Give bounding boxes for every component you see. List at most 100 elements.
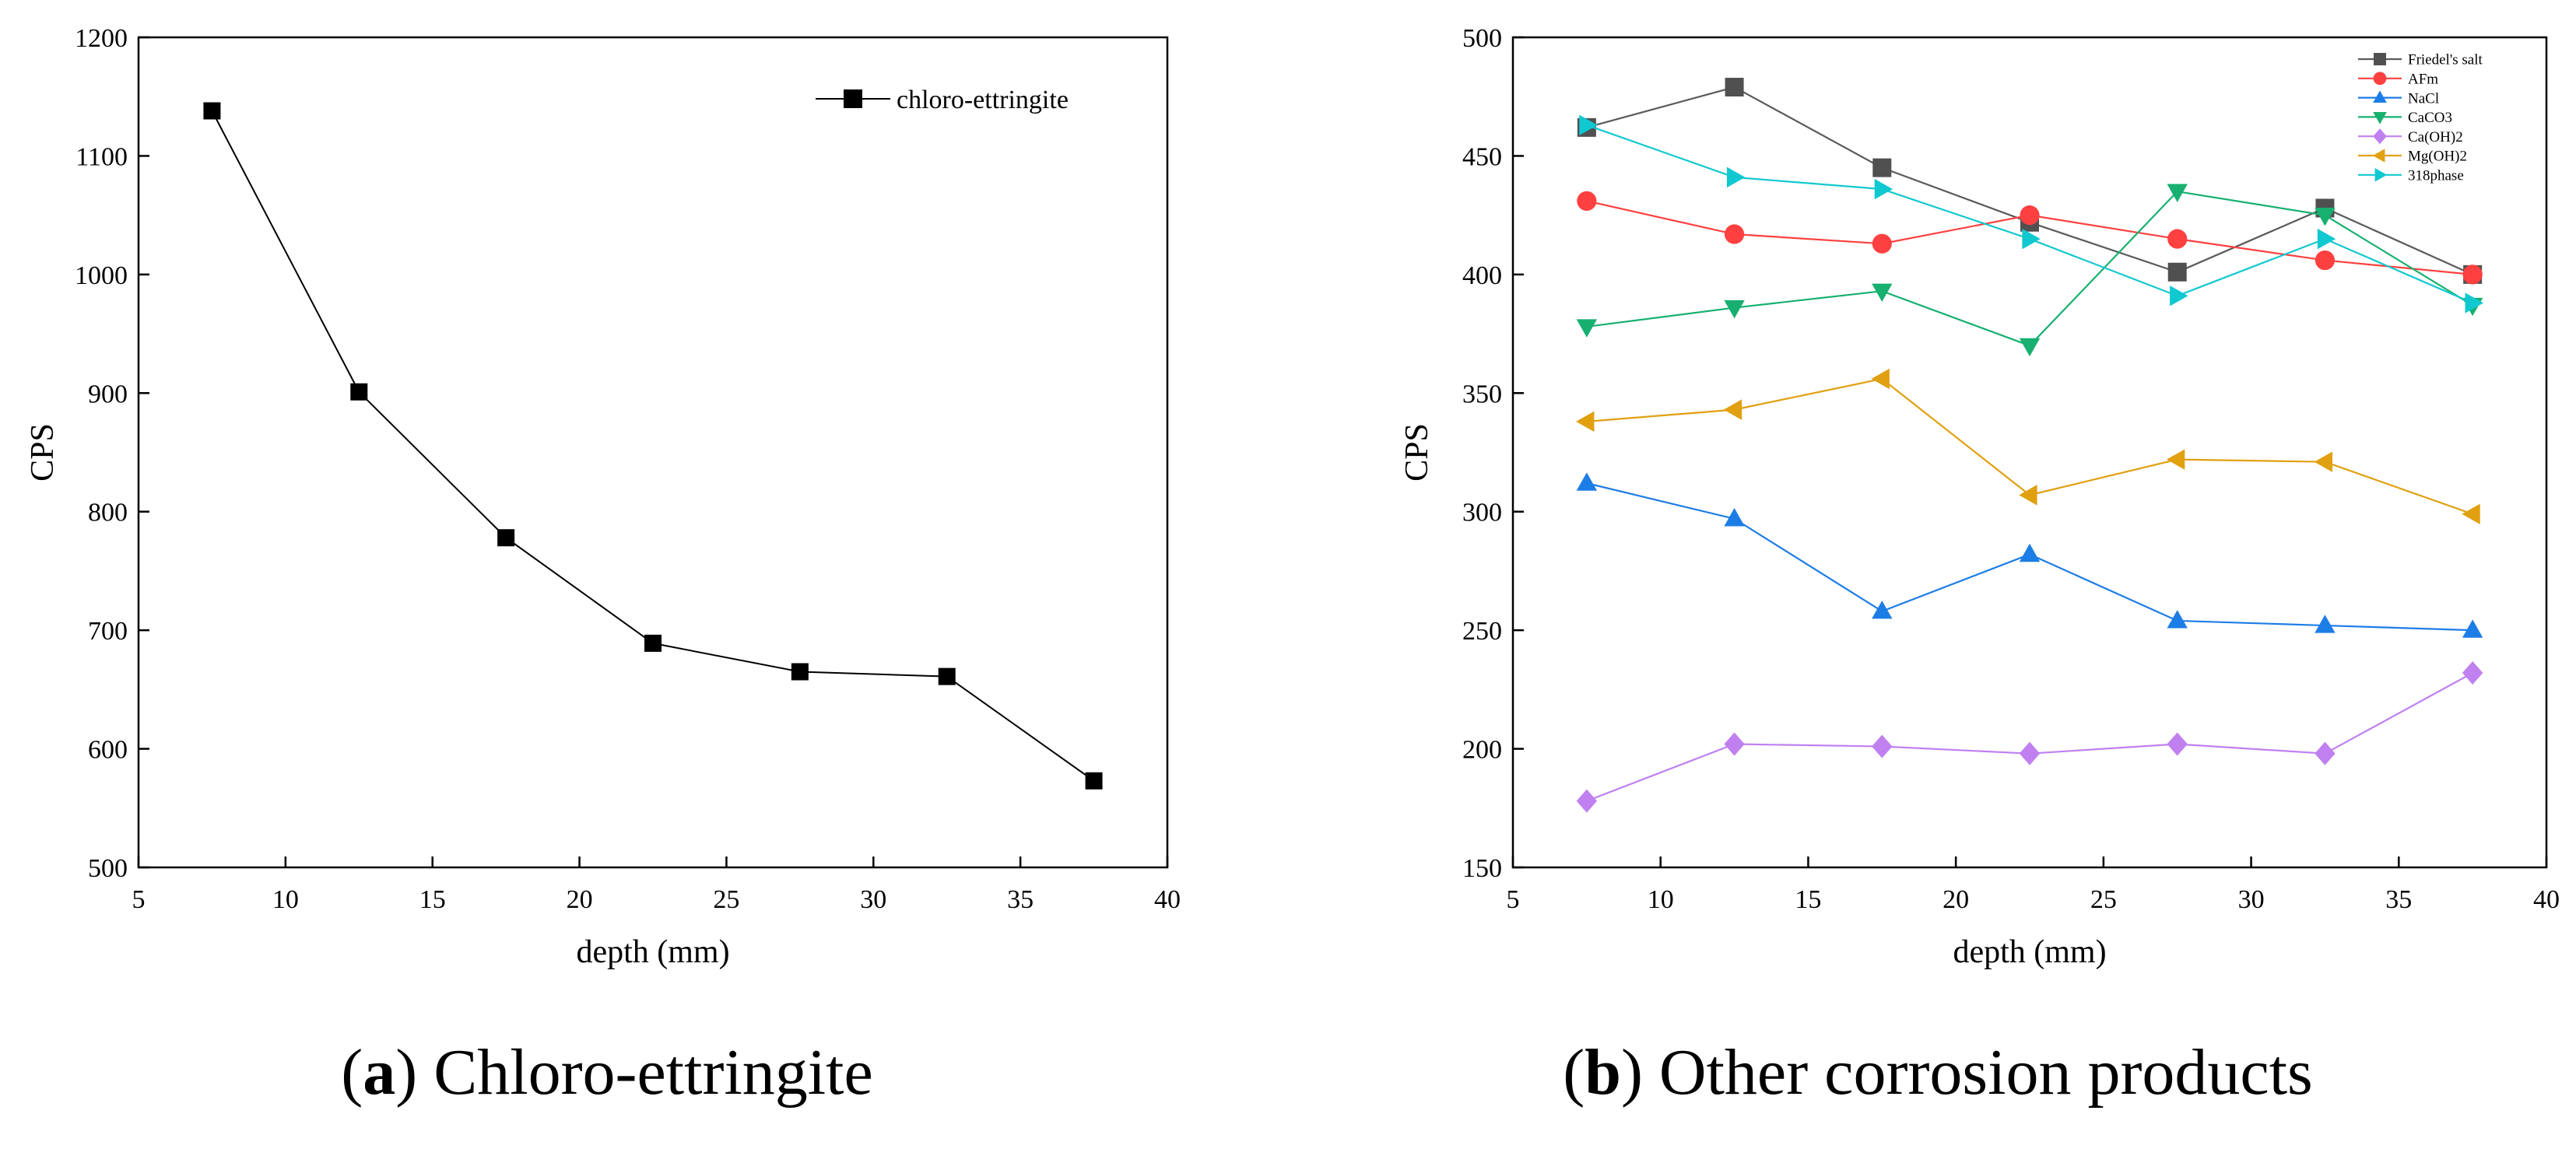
- chart-b-data-point: [2019, 338, 2041, 357]
- chart-a-ytick-label: 1000: [75, 261, 128, 290]
- chart-b-data-point: [2462, 264, 2483, 285]
- chart-b-data-point: [2167, 184, 2188, 202]
- chart-b-xtick-label: 10: [1648, 885, 1674, 914]
- chart-b-data-point: [1872, 158, 1892, 177]
- chart-b-data-point: [2020, 205, 2040, 226]
- chart-b-data-point: [1871, 368, 1890, 390]
- chart-b-data-point: [1723, 399, 1742, 420]
- chart-b-data-point: [2166, 449, 2185, 470]
- chart-a-xtick-label: 15: [419, 885, 446, 914]
- chart-a-xtick-label: 5: [132, 885, 146, 914]
- chart-b-data-point: [1872, 283, 1893, 302]
- chart-b-data-point: [2167, 229, 2188, 249]
- caption-b-text: ) Other corrosion products: [1620, 1036, 2313, 1109]
- chart-b-legend-marker: [2373, 90, 2387, 103]
- chart-b-xtick-label: 35: [2385, 885, 2412, 914]
- chart-b-legend-label: CaCO3: [2408, 110, 2452, 126]
- chart-b-ytick-label: 250: [1462, 617, 1502, 646]
- chart-a-series-line: [211, 110, 1095, 782]
- chart-b-legend-marker: [2373, 72, 2387, 86]
- chart-b-legend-label: AFm: [2408, 71, 2438, 87]
- chart-a-legend: chloro-ettringite: [816, 86, 1069, 114]
- chart-a-xtick-label: 25: [713, 885, 739, 914]
- chart-b-xtick-label: 40: [2533, 885, 2560, 914]
- chart-b-series-line: [1586, 86, 2473, 275]
- chart-b-other-corrosion-products: 5 10 15 20 25 30 35 40 150 200 250 300 350 400 450 500 d…: [1399, 24, 2560, 970]
- chart-b-data-point: [1724, 508, 1745, 527]
- chart-b-data-point: [2167, 262, 2187, 282]
- caption-a-letter: a: [363, 1036, 396, 1109]
- chart-b-xlabel: depth (mm): [1953, 934, 2106, 970]
- chart-b-data-point: [1872, 233, 1892, 254]
- chart-b-xtick-label: 30: [2238, 885, 2265, 914]
- chart-a-xlabel: depth (mm): [576, 934, 729, 970]
- chart-b-data-point: [2315, 250, 2336, 271]
- chart-b-ylabel: CPS: [1399, 423, 1435, 482]
- chart-b-data-point: [2019, 543, 2041, 562]
- chart-b-xtick-label: 5: [1507, 885, 1520, 914]
- chart-b-legend-marker: [2372, 149, 2385, 163]
- chart-a-xtick-label: 40: [1154, 885, 1181, 914]
- chart-b-data-point: [1872, 600, 1893, 619]
- chart-b-data-point: [2167, 610, 2188, 629]
- chart-b-data-point: [1576, 789, 1598, 813]
- chart-b-legend-label: Ca(OH)2: [2408, 129, 2463, 145]
- chart-b-data-point: [2317, 228, 2336, 250]
- chart-a-ytick-label: 500: [88, 854, 128, 883]
- chart-a-data-point: [644, 634, 662, 652]
- chart-a-data-point: [1085, 772, 1103, 790]
- chart-b-data-point: [1724, 732, 1745, 756]
- chart-b-data-point: [2315, 741, 2336, 765]
- chart-a-legend-marker: [844, 89, 862, 108]
- chart-b-data-point: [2315, 208, 2336, 226]
- chart-b-data-point: [1577, 191, 1597, 211]
- caption-b: (b) Other corrosion products: [1563, 1036, 2313, 1109]
- chart-b-ytick-label: 350: [1462, 380, 1502, 408]
- chart-b-legend-label: Mg(OH)2: [2408, 149, 2467, 165]
- chart-b-ytick-label: 200: [1462, 736, 1502, 765]
- chart-a-ylabel: CPS: [25, 423, 61, 482]
- chart-b-ytick-label: 500: [1462, 24, 1502, 53]
- chart-a-xtick-label: 20: [567, 885, 593, 914]
- caption-a: (a) Chloro-ettringite: [341, 1036, 873, 1109]
- chart-b-ytick-label: 150: [1462, 854, 1502, 883]
- chart-a-data-point: [497, 529, 515, 547]
- chart-b-legend-label: Friedel's salt: [2408, 52, 2483, 68]
- chart-b-data-point: [2019, 741, 2041, 765]
- chart-a-ytick-label: 600: [88, 736, 128, 765]
- chart-a-data-point: [938, 667, 956, 685]
- caption-b-letter: b: [1585, 1036, 1621, 1109]
- chart-b-data-point: [1576, 472, 1598, 491]
- chart-b-data-point: [2170, 285, 2188, 307]
- chart-a-ytick-label: 1100: [75, 142, 128, 171]
- chart-a-data-point: [203, 102, 221, 120]
- chart-b-data-point: [2167, 732, 2188, 756]
- chart-a-xtick-label: 10: [272, 885, 299, 914]
- chart-a-plot-frame: [137, 36, 1169, 869]
- chart-b-data-point: [1576, 411, 1595, 433]
- chart-b-ytick-label: 450: [1462, 142, 1502, 171]
- chart-b-data-point: [1724, 300, 1745, 319]
- chart-b-legend-marker: [2373, 128, 2387, 145]
- chart-b-data-point: [1725, 78, 1744, 97]
- chart-b-data-point: [1872, 734, 1893, 758]
- chart-a-ytick-label: 1200: [75, 24, 128, 53]
- chart-b-data-point: [1726, 166, 1746, 188]
- chart-a-xtick-label: 30: [860, 885, 886, 914]
- chart-b-data-point: [1724, 224, 1745, 244]
- chart-b-ytick-label: 300: [1462, 499, 1502, 527]
- chart-b-data-point: [1576, 319, 1598, 338]
- chart-a-ytick-label: 900: [88, 380, 128, 408]
- chart-a-legend-label: chloro-ettringite: [897, 86, 1069, 114]
- chart-b-legend-label: NaCl: [2408, 90, 2439, 107]
- caption-a-text: ) Chloro-ettringite: [395, 1036, 873, 1109]
- chart-b-ytick-label: 400: [1462, 261, 1502, 290]
- chart-b-data-point: [2465, 293, 2483, 314]
- chart-b-data-point: [1579, 114, 1598, 135]
- chart-a-chloro-ettringite: 5 10 15 20 25 30 35 40 500 600 700 800 900 1000 1100 12…: [25, 24, 1181, 970]
- chart-b-xtick-label: 15: [1795, 885, 1821, 914]
- chart-b-legend-marker: [2374, 53, 2386, 65]
- chart-b-data-point: [2462, 503, 2480, 524]
- chart-a-xtick-label: 35: [1007, 885, 1034, 914]
